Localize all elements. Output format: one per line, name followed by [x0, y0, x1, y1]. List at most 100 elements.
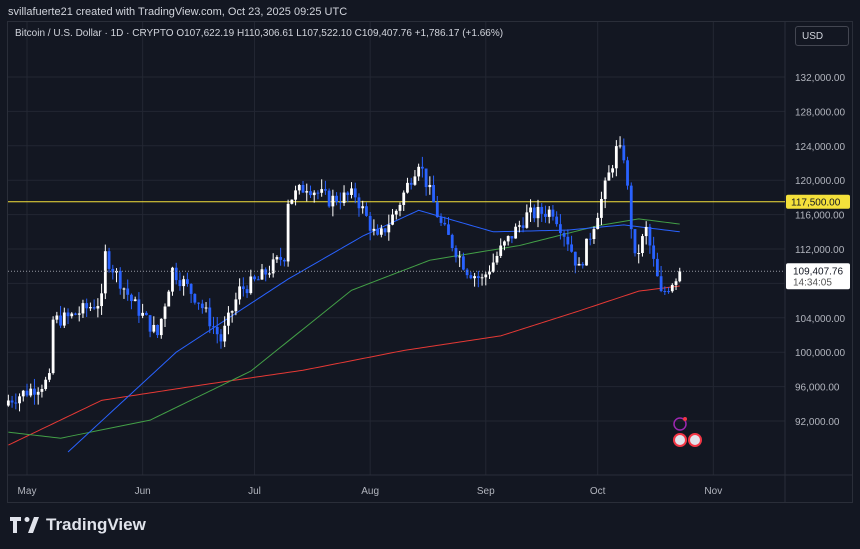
candle-body: [178, 280, 182, 287]
candle-body: [51, 319, 55, 374]
candle-body: [402, 192, 406, 205]
candle-body: [47, 373, 51, 380]
candle-body: [70, 313, 74, 317]
candle-body: [100, 293, 103, 307]
candle-body: [432, 185, 435, 203]
candle-body: [514, 226, 518, 239]
candle-body: [555, 216, 559, 225]
candle-body: [357, 197, 361, 209]
candle-body: [406, 182, 409, 193]
candle-body: [506, 236, 510, 242]
candle-body: [185, 279, 189, 284]
chart-credit: svillafuerte21 created with TradingView.…: [8, 6, 348, 18]
candle-body: [603, 180, 607, 199]
candle-body: [245, 289, 249, 294]
candle-body: [208, 307, 212, 327]
candle-body: [398, 204, 402, 211]
candle-body: [618, 145, 622, 147]
candle-body: [10, 400, 14, 403]
price-tick-label: 120,000.00: [795, 176, 845, 187]
candle-body: [62, 312, 66, 326]
candle-body: [74, 313, 77, 315]
candle-body: [611, 168, 615, 173]
date-tick-label: Nov: [704, 486, 722, 497]
candle-body: [118, 270, 122, 289]
candle-body: [234, 299, 238, 312]
candle-body: [626, 160, 629, 186]
price-tick-label: 128,000.00: [795, 107, 845, 118]
price-tick-label: 132,000.00: [795, 73, 845, 84]
candle-body: [648, 226, 652, 246]
candle-body: [324, 189, 327, 191]
chart-frame[interactable]: [7, 21, 853, 503]
candle-body: [167, 291, 171, 307]
candle-body: [338, 201, 342, 204]
candle-body: [424, 168, 428, 188]
candle-body: [383, 228, 387, 233]
date-tick-label: Sep: [477, 486, 495, 497]
candle-body: [55, 315, 59, 320]
candle-body: [387, 224, 391, 233]
candle-body: [89, 307, 92, 309]
bar-countdown-label: 14:34:05: [793, 277, 832, 288]
candle-body: [488, 271, 491, 275]
candle-body: [33, 388, 36, 395]
candle-body: [130, 294, 133, 302]
candle-body: [476, 276, 480, 278]
candle-body: [577, 263, 581, 266]
candle-body: [92, 307, 96, 309]
candle-body: [253, 276, 256, 280]
candle-body: [480, 277, 484, 279]
candle-body: [66, 312, 70, 317]
candle-body: [133, 299, 137, 302]
candle-body: [637, 253, 641, 255]
price-tick-label: 104,000.00: [795, 314, 845, 325]
candle-body: [275, 257, 279, 260]
ma200-line: [8, 285, 680, 446]
candle-body: [309, 191, 312, 196]
candle-body: [465, 269, 469, 276]
candle-body: [379, 228, 383, 235]
candle-body: [592, 229, 596, 240]
candle-body: [365, 206, 368, 216]
candle-body: [540, 206, 544, 214]
candle-body: [36, 391, 40, 395]
candle-body: [443, 222, 447, 225]
candle-body: [256, 279, 260, 281]
candle-body: [327, 190, 331, 207]
price-tick-label: 116,000.00: [795, 211, 845, 222]
candle-body: [212, 326, 215, 328]
candle-body: [521, 225, 525, 228]
candle-body: [271, 259, 275, 274]
candle-body: [152, 324, 156, 332]
candle-body: [14, 402, 18, 404]
candle-body: [268, 273, 271, 275]
tradingview-logo[interactable]: TradingView: [10, 515, 146, 535]
currency-button[interactable]: USD: [795, 26, 849, 46]
candle-body: [29, 388, 33, 396]
price-tick-label: 92,000.00: [795, 417, 840, 428]
candle-body: [491, 262, 495, 272]
candle-body: [182, 279, 186, 287]
candle-body: [219, 334, 223, 342]
candle-body: [644, 226, 648, 237]
candle-body: [435, 202, 439, 218]
logo-text: TradingView: [46, 515, 146, 534]
candle-body: [294, 190, 297, 200]
candle-body: [581, 263, 585, 266]
candle-body: [81, 303, 85, 314]
candle-body: [450, 234, 454, 249]
candle-body: [655, 258, 659, 277]
candle-body: [566, 236, 570, 245]
candle-body: [641, 236, 644, 254]
candle-body: [600, 198, 603, 218]
candle-body: [439, 217, 443, 223]
candle-body: [394, 210, 398, 215]
candle-body: [18, 396, 21, 404]
candle-body: [301, 185, 305, 193]
candle-body: [148, 315, 152, 332]
candle-body: [562, 233, 566, 237]
candle-body: [297, 185, 301, 191]
date-tick-label: Aug: [361, 486, 379, 497]
